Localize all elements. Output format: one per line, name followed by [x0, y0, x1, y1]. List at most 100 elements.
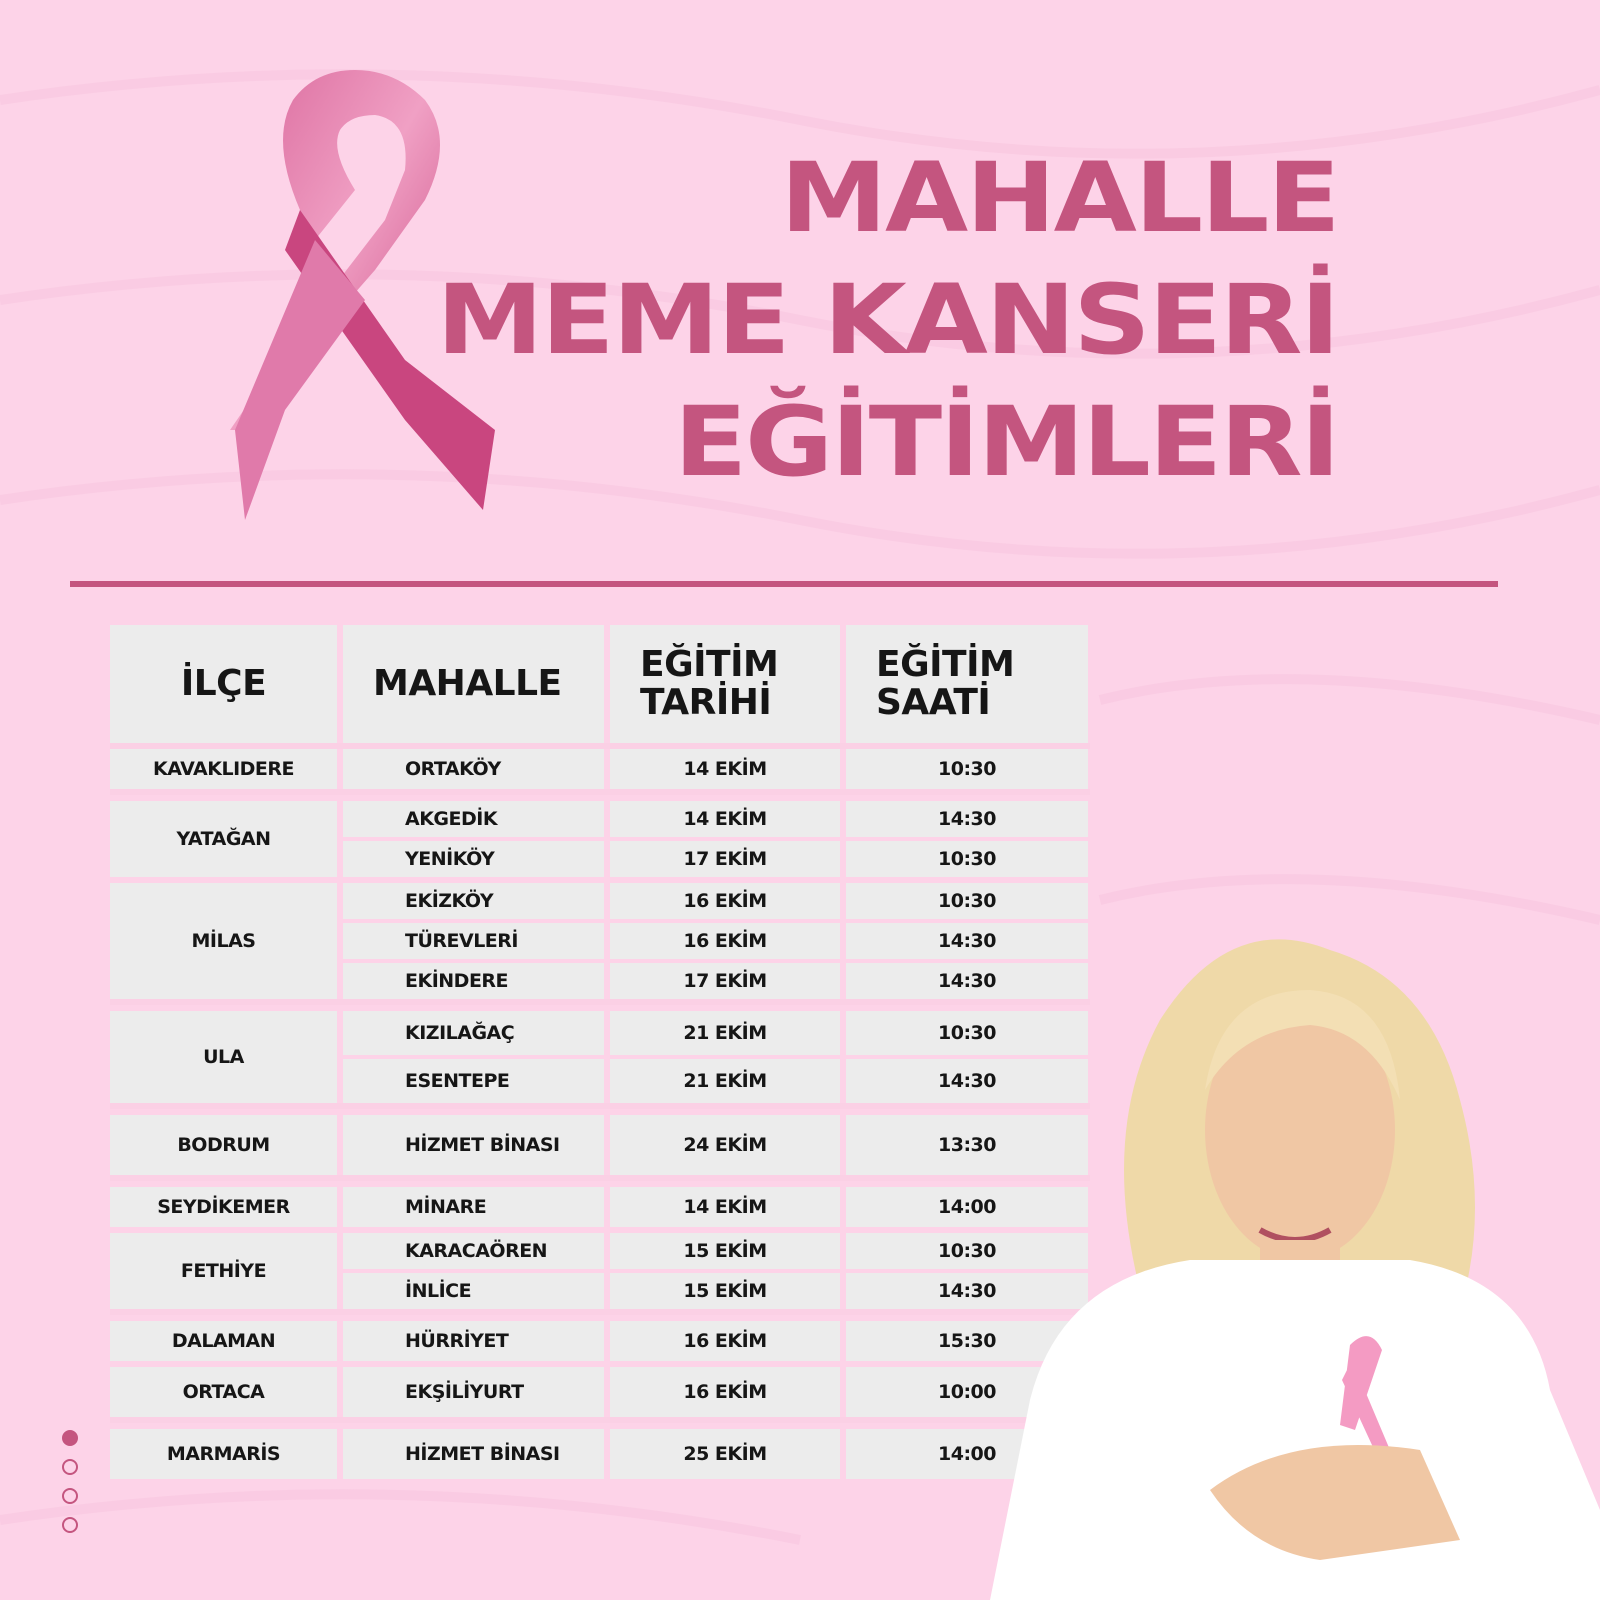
- cell-mahalle: EKİNDERE: [343, 963, 604, 999]
- cell-ilce: ULA: [110, 1011, 337, 1103]
- row-separator: [110, 1103, 1090, 1109]
- header-mahalle: MAHALLE: [343, 625, 604, 743]
- column-saat: 10:30 14:30 14:30: [846, 883, 1088, 999]
- column-saat: 10:30 14:30: [846, 1011, 1088, 1103]
- column-saat: 14:00: [846, 1187, 1088, 1227]
- cell-saat: 10:30: [846, 1233, 1088, 1269]
- column-tarih: 14 EKİM: [610, 749, 840, 789]
- pagination-dot-1[interactable]: [62, 1430, 78, 1446]
- cell-tarih: 24 EKİM: [610, 1115, 840, 1175]
- column-tarih: 21 EKİM 21 EKİM: [610, 1011, 840, 1103]
- column-mahalle: KIZILAĞAÇ ESENTEPE: [343, 1011, 604, 1103]
- cell-tarih: 16 EKİM: [610, 1321, 840, 1361]
- column-tarih: 15 EKİM 15 EKİM: [610, 1233, 840, 1309]
- table-group: MARMARİS HİZMET BİNASI 25 EKİM 14:00: [110, 1429, 1090, 1479]
- column-tarih: 14 EKİM: [610, 1187, 840, 1227]
- column-mahalle: EKİZKÖY TÜREVLERİ EKİNDERE: [343, 883, 604, 999]
- column-mahalle: MİNARE: [343, 1187, 604, 1227]
- cell-mahalle: İNLİCE: [343, 1273, 604, 1309]
- title-line-1: MAHALLE: [779, 142, 1340, 254]
- table-group: ORTACA EKŞİLİYURT 16 EKİM 10:00: [110, 1367, 1090, 1417]
- row-separator: [110, 999, 1090, 1005]
- table-group: YATAĞAN AKGEDİK YENİKÖY 14 EKİM 17 EKİM 14:30…: [110, 801, 1090, 877]
- column-saat: 14:30 10:30: [846, 801, 1088, 877]
- cell-ilce: FETHİYE: [110, 1233, 337, 1309]
- title-line-3: EĞİTİMLERİ: [673, 386, 1341, 498]
- cell-saat: 10:30: [846, 1011, 1088, 1055]
- column-tarih: 14 EKİM 17 EKİM: [610, 801, 840, 877]
- cell-mahalle: AKGEDİK: [343, 801, 604, 837]
- table-group: FETHİYE KARACAÖREN İNLİCE 15 EKİM 15 EKİM 10:…: [110, 1233, 1090, 1309]
- cell-mahalle: MİNARE: [343, 1187, 604, 1227]
- pink-ribbon-icon: [230, 70, 495, 520]
- column-mahalle: KARACAÖREN İNLİCE: [343, 1233, 604, 1309]
- cell-tarih: 15 EKİM: [610, 1233, 840, 1269]
- column-mahalle: HİZMET BİNASI: [343, 1429, 604, 1479]
- schedule-table: İLÇE MAHALLE EĞİTİM TARİHİ EĞİTİM SAATİ …: [110, 625, 1090, 1485]
- cell-mahalle: KARACAÖREN: [343, 1233, 604, 1269]
- column-tarih: 16 EKİM: [610, 1367, 840, 1417]
- cell-tarih: 21 EKİM: [610, 1059, 840, 1103]
- header-tarih: EĞİTİM TARİHİ: [610, 625, 840, 743]
- row-separator: [110, 1309, 1090, 1315]
- column-tarih: 25 EKİM: [610, 1429, 840, 1479]
- cell-ilce: ORTACA: [110, 1367, 337, 1417]
- cell-ilce: SEYDİKEMER: [110, 1187, 337, 1227]
- row-separator: [110, 1417, 1090, 1423]
- title-line-2: MEME KANSERİ: [436, 264, 1340, 376]
- column-mahalle: HİZMET BİNASI: [343, 1115, 604, 1175]
- pagination-dot-2[interactable]: [62, 1459, 78, 1475]
- pagination-dot-4[interactable]: [62, 1517, 78, 1533]
- cell-tarih: 14 EKİM: [610, 749, 840, 789]
- divider: [70, 581, 1498, 587]
- pagination-dot-3[interactable]: [62, 1488, 78, 1504]
- column-tarih: 24 EKİM: [610, 1115, 840, 1175]
- table-header: İLÇE MAHALLE EĞİTİM TARİHİ EĞİTİM SAATİ: [110, 625, 1090, 743]
- cell-tarih: 16 EKİM: [610, 923, 840, 959]
- header-ilce: İLÇE: [110, 625, 337, 743]
- cell-saat: 14:30: [846, 1273, 1088, 1309]
- cell-ilce: DALAMAN: [110, 1321, 337, 1361]
- row-separator: [110, 743, 1090, 749]
- cell-saat: 14:30: [846, 963, 1088, 999]
- cell-tarih: 14 EKİM: [610, 1187, 840, 1227]
- table-group: DALAMAN HÜRRİYET 16 EKİM 15:30: [110, 1321, 1090, 1361]
- table-group: BODRUM HİZMET BİNASI 24 EKİM 13:30: [110, 1115, 1090, 1175]
- cell-mahalle: YENİKÖY: [343, 841, 604, 877]
- column-mahalle: AKGEDİK YENİKÖY: [343, 801, 604, 877]
- cell-tarih: 17 EKİM: [610, 841, 840, 877]
- table-group: ULA KIZILAĞAÇ ESENTEPE 21 EKİM 21 EKİM 10:30 1…: [110, 1011, 1090, 1103]
- column-tarih: 16 EKİM 16 EKİM 17 EKİM: [610, 883, 840, 999]
- cell-saat: 10:30: [846, 749, 1088, 789]
- column-saat: 10:30: [846, 749, 1088, 789]
- cell-mahalle: HİZMET BİNASI: [343, 1115, 604, 1175]
- cell-ilce: MARMARİS: [110, 1429, 337, 1479]
- cell-saat: 14:30: [846, 801, 1088, 837]
- cell-ilce: MİLAS: [110, 883, 337, 999]
- column-mahalle: EKŞİLİYURT: [343, 1367, 604, 1417]
- row-separator: [110, 1175, 1090, 1181]
- cell-tarih: 21 EKİM: [610, 1011, 840, 1055]
- table-group: SEYDİKEMER MİNARE 14 EKİM 14:00: [110, 1187, 1090, 1227]
- cell-saat: 14:00: [846, 1187, 1088, 1227]
- cell-tarih: 15 EKİM: [610, 1273, 840, 1309]
- table-group: MİLAS EKİZKÖY TÜREVLERİ EKİNDERE 16 EKİM 16 E…: [110, 883, 1090, 999]
- cell-ilce: YATAĞAN: [110, 801, 337, 877]
- cell-tarih: 25 EKİM: [610, 1429, 840, 1479]
- cell-tarih: 16 EKİM: [610, 1367, 840, 1417]
- cell-mahalle: TÜREVLERİ: [343, 923, 604, 959]
- smiling-woman-with-pink-ribbon: [990, 939, 1600, 1600]
- cell-tarih: 17 EKİM: [610, 963, 840, 999]
- cell-mahalle: KIZILAĞAÇ: [343, 1011, 604, 1055]
- column-mahalle: ORTAKÖY: [343, 749, 604, 789]
- column-saat: 13:30: [846, 1115, 1088, 1175]
- table-group: KAVAKLIDERE ORTAKÖY 14 EKİM 10:30: [110, 749, 1090, 789]
- cell-saat: 14:30: [846, 923, 1088, 959]
- cell-mahalle: EKİZKÖY: [343, 883, 604, 919]
- cell-ilce: KAVAKLIDERE: [110, 749, 337, 789]
- cell-tarih: 14 EKİM: [610, 801, 840, 837]
- column-saat: 10:30 14:30: [846, 1233, 1088, 1309]
- cell-saat: 14:30: [846, 1059, 1088, 1103]
- column-mahalle: HÜRRİYET: [343, 1321, 604, 1361]
- cell-saat: 10:30: [846, 883, 1088, 919]
